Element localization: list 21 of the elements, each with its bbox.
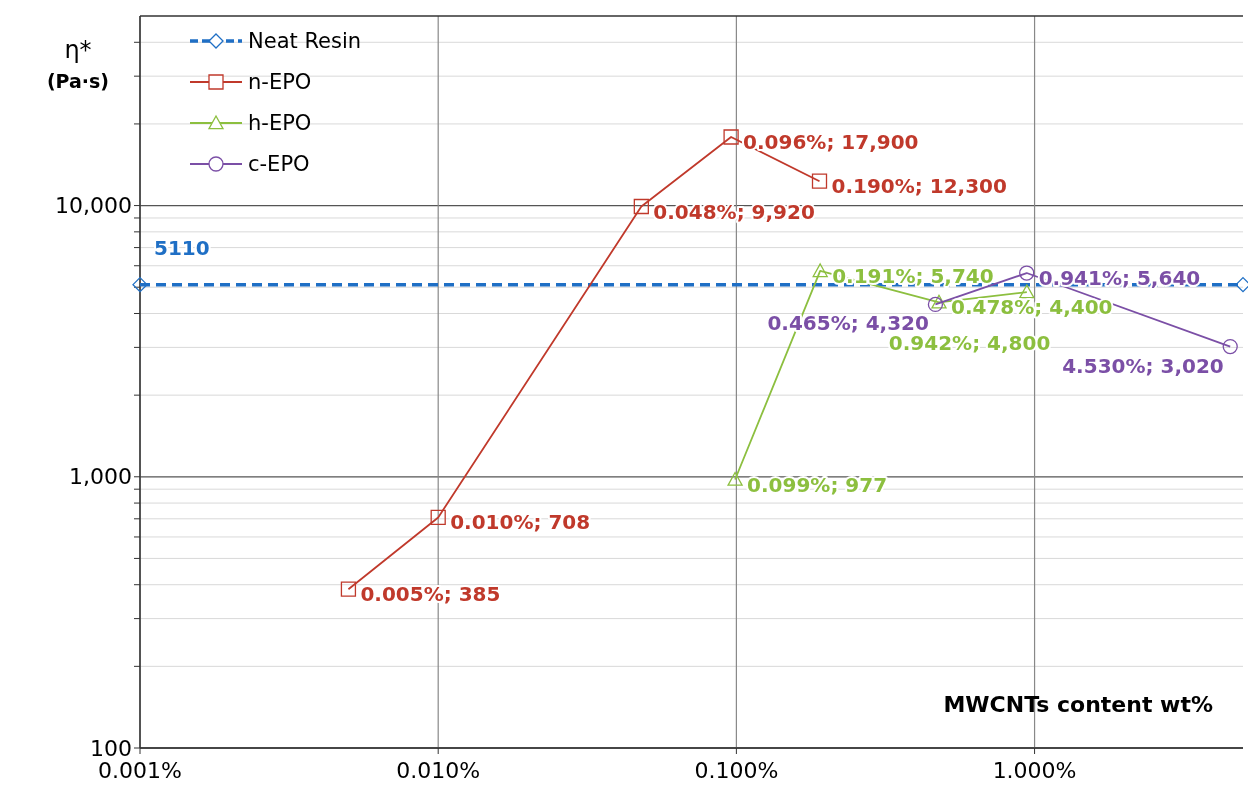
x-tick-label: 0.010% <box>396 758 481 783</box>
legend-label: Neat Resin <box>248 29 362 54</box>
y-tick-label: 100 <box>90 735 132 761</box>
data-label: 0.099%; 977 <box>747 472 888 497</box>
data-label: 0.010%; 708 <box>450 510 591 535</box>
data-label: 0.191%; 5,740 <box>832 263 994 288</box>
x-axis-title: MWCNTs content wt% <box>943 692 1213 717</box>
legend-label: h-EPO <box>248 111 312 136</box>
data-label: 5110 <box>154 235 210 260</box>
y-tick-label: 10,000 <box>55 193 132 219</box>
y-axis-title: η* (Pa·s) <box>46 36 110 92</box>
x-tick-label: 0.100% <box>694 758 779 783</box>
data-label: 4.530%; 3,020 <box>1062 353 1224 378</box>
x-tick-label: 1.000% <box>992 758 1077 783</box>
data-label: 0.005%; 385 <box>360 582 501 607</box>
y-tick-label: 1,000 <box>69 464 132 490</box>
legend-label: n-EPO <box>248 70 312 95</box>
data-label: 0.190%; 12,300 <box>831 174 1007 199</box>
legend-label: c-EPO <box>248 152 310 177</box>
x-tick-label: 0.001% <box>98 758 182 783</box>
data-label: 0.096%; 17,900 <box>743 129 919 154</box>
